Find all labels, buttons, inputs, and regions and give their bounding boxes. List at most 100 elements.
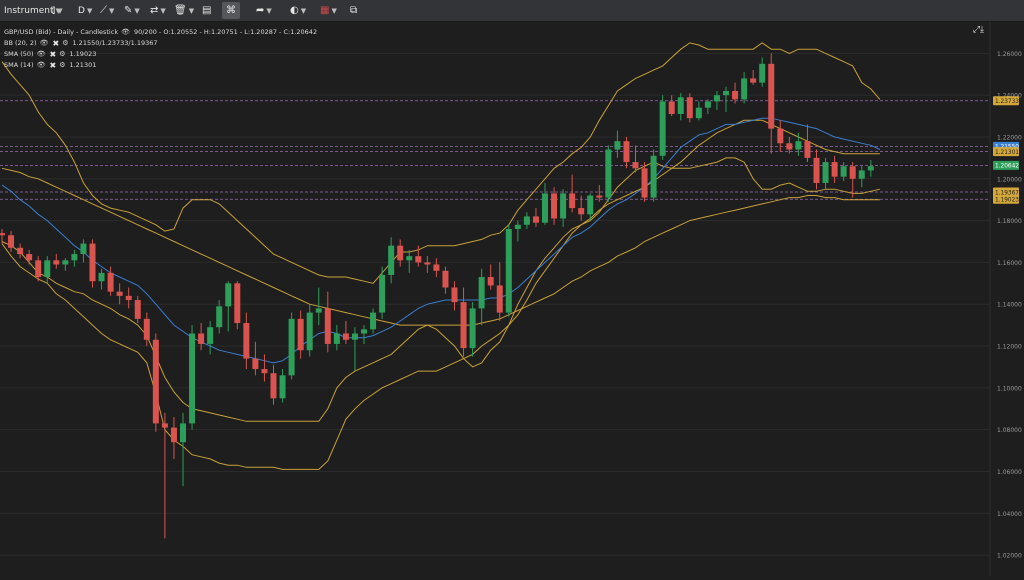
chart-canvas[interactable]: 1.26000 1.24000 1.22000 1.20000 1.18000 1.160…: [0, 22, 1024, 576]
panel-layout-icon: ▤: [202, 5, 212, 16]
y-tick-label: 1.10000: [997, 385, 1022, 392]
y-tick-label: 1.14000: [997, 302, 1022, 309]
candle-body: [614, 141, 621, 150]
indicator-value: 1.19023: [69, 50, 97, 58]
candle-body: [723, 90, 729, 96]
candle-body: [578, 208, 585, 215]
price-tag: [993, 194, 1019, 204]
close-icon[interactable]: ✖: [49, 50, 57, 59]
chevron-down-icon: ▼: [188, 6, 195, 15]
price-tag-label: 1.19367: [995, 190, 1019, 196]
candle-body: [361, 329, 367, 334]
price-tag-label: 1.21301: [995, 150, 1019, 156]
candle-body: [62, 260, 69, 265]
indicators-button[interactable]: ⇄ ▼: [150, 2, 166, 19]
gear-icon[interactable]: ⚙: [59, 50, 67, 58]
candle-type-button[interactable]: ⫾ ▼: [52, 2, 63, 19]
candle-body: [125, 295, 132, 301]
chevron-down-icon: ▼: [331, 6, 337, 15]
candle-body: [279, 375, 286, 399]
eye-icon[interactable]: 👁: [36, 61, 47, 69]
candle-body: [514, 224, 521, 229]
y-tick-label: 1.20000: [997, 176, 1022, 183]
close-icon[interactable]: ✖: [52, 39, 60, 48]
candle-body: [252, 358, 259, 370]
chevron-down-icon: ▼: [86, 6, 93, 15]
candle-body: [243, 323, 250, 359]
theme-palette-icon: ◐: [290, 5, 299, 16]
candle-body: [451, 287, 458, 303]
candle-body: [17, 247, 24, 255]
candle-body: [35, 260, 42, 278]
legend-indicator-sma50: SMA (50) 👁 ✖ ⚙ 1.19023: [4, 49, 317, 60]
brush-button[interactable]: ✎ ▼: [124, 2, 140, 19]
candle-body: [189, 333, 196, 424]
candle-body: [496, 285, 503, 313]
candle-body: [152, 339, 159, 424]
fullscreen-grid-button[interactable]: ⌘: [222, 2, 240, 19]
candle-body: [704, 101, 711, 108]
indicator-line: [1, 167, 880, 326]
candle-body: [216, 306, 223, 328]
indicator-value: 1.21301: [69, 61, 97, 69]
delete-button[interactable]: 🗑 ▼: [174, 2, 194, 19]
candle-body: [460, 302, 467, 349]
candle-body: [668, 101, 675, 114]
panel-layout-button[interactable]: ▤: [202, 2, 211, 19]
gear-icon[interactable]: ⚙: [62, 39, 70, 47]
eye-icon[interactable]: 👁: [121, 28, 131, 36]
chart-toolbar: Instrument ▼ ⫾ ▼ D ▼ ⟋ ▼ ✎ ▼ ⇄ ▼ 🗑 ▼ ▤ ⌘…: [0, 0, 1024, 22]
candle-body: [116, 291, 123, 296]
candle-body: [270, 373, 277, 399]
candle-body: [370, 312, 377, 330]
brush-icon: ✎: [124, 5, 133, 16]
eye-icon[interactable]: 👁: [36, 50, 47, 58]
share-button[interactable]: ➦ ▼: [256, 2, 272, 19]
candle-body: [180, 423, 186, 443]
candle-body: [741, 78, 748, 100]
price-tag: [993, 147, 1019, 157]
candle-body: [89, 243, 96, 282]
candle-body: [523, 216, 530, 225]
draw-line-button[interactable]: ⟋ ▼: [100, 2, 114, 19]
y-tick-label: 1.24000: [997, 93, 1022, 100]
candle-body: [170, 427, 177, 443]
candle-body: [858, 170, 865, 179]
draw-line-icon: ⟋: [100, 5, 107, 16]
candle-body: [161, 423, 168, 428]
gear-icon[interactable]: ⚙: [59, 61, 67, 69]
chevron-down-icon: ▼: [55, 6, 61, 15]
candle-body: [234, 283, 241, 324]
candle-body: [143, 318, 150, 340]
theme-button[interactable]: ◐ ▼: [290, 2, 306, 19]
price-tag: [993, 187, 1019, 197]
popout-button[interactable]: ⧉: [350, 2, 357, 19]
price-chart[interactable]: 1.26000 1.24000 1.22000 1.20000 1.18000 1.160…: [0, 22, 1024, 576]
language-flag-icon: ▦: [320, 5, 330, 16]
candle-body: [406, 256, 413, 261]
candle-body: [71, 254, 78, 261]
indicator-line: [1, 119, 880, 470]
eye-icon[interactable]: 👁: [39, 39, 50, 47]
candle-body: [777, 128, 784, 144]
timeframe-dropdown[interactable]: D ▼: [78, 2, 92, 19]
candle-body: [80, 243, 87, 255]
y-tick-label: 1.02000: [997, 553, 1022, 560]
popout-window-icon: ⧉: [350, 5, 358, 16]
candle-body: [813, 157, 820, 183]
candle-body: [134, 300, 141, 319]
candle-body: [732, 90, 739, 100]
y-tick-label: 1.08000: [997, 427, 1022, 434]
candle-body: [768, 63, 775, 129]
indicator-line: [1, 157, 881, 422]
price-tag-label: 1.19023: [995, 198, 1019, 204]
candle-body: [596, 195, 603, 198]
candle-body: [677, 97, 684, 114]
expand-arrows-icon[interactable]: ⤢⤓: [972, 25, 984, 35]
candle-body: [8, 235, 15, 248]
close-icon[interactable]: ✖: [49, 61, 57, 70]
chart-legend: GBP/USD (Bid) - Daily - Candlestick 👁 90…: [4, 27, 317, 71]
instrument-dropdown[interactable]: Instrument ▼: [4, 2, 61, 19]
language-button[interactable]: ▦ ▼: [320, 2, 337, 19]
candle-body: [487, 277, 494, 286]
